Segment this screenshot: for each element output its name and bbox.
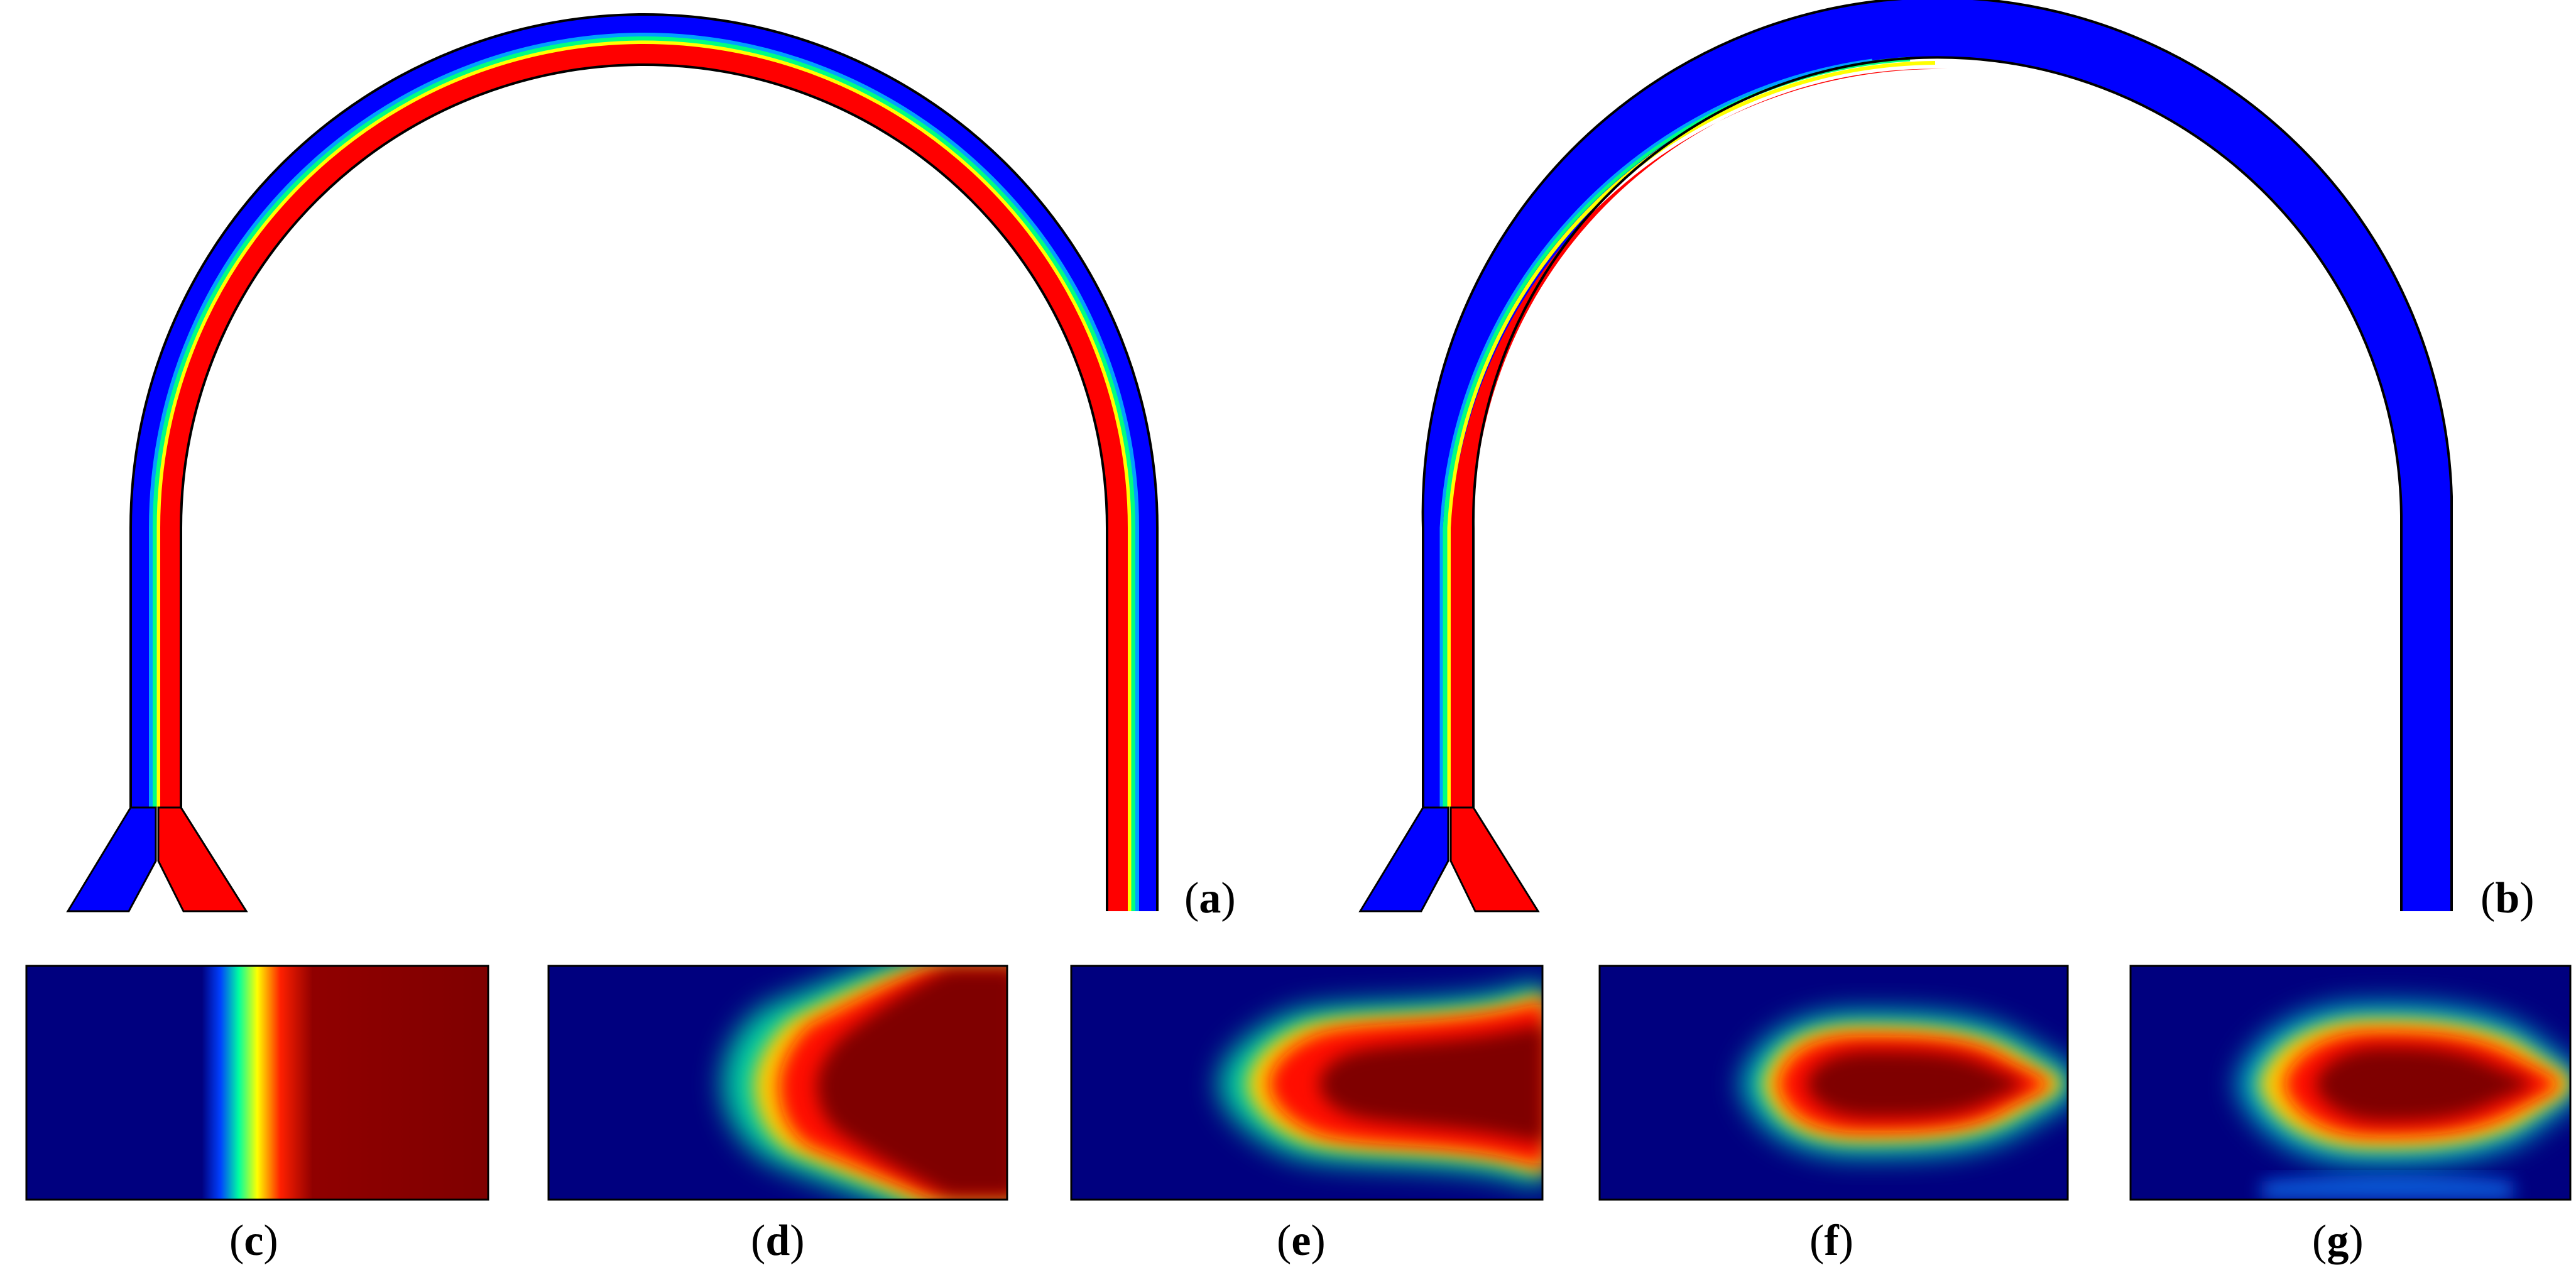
channel-b-interface-green (1443, 57, 1911, 808)
channel-b-interface-cyan (1439, 58, 1873, 808)
channel-b (1358, 0, 2453, 912)
channel-a-outer-blue (131, 14, 1157, 911)
inlet-b-red (1449, 806, 1540, 912)
inlet-b-blue (1358, 806, 1449, 912)
cross-section-d (547, 965, 1008, 1201)
label-g: (g) (2312, 1217, 2364, 1265)
inlet-a-red (157, 806, 248, 912)
label-c: (c) (229, 1217, 278, 1265)
channel-a (66, 13, 1159, 912)
label-e: (e) (1277, 1217, 1326, 1265)
channel-b-interface-yellow (1447, 61, 1936, 808)
cross-section-f (1598, 965, 2069, 1201)
channel-b-outline (1421, 0, 2453, 911)
channel-b-blue (1422, 0, 2452, 911)
cross-section-g (2129, 965, 2572, 1201)
label-a: (a) (1184, 874, 1236, 923)
channel-a-interface-cyan (149, 33, 1139, 911)
cross-section-e (1070, 965, 1544, 1201)
channel-a-interface-yellow (156, 40, 1132, 911)
label-f: (f) (1809, 1217, 1853, 1265)
inlet-a-blue (66, 806, 157, 912)
channel-b-red (1450, 68, 1948, 808)
label-b: (b) (2480, 874, 2535, 923)
channel-a-outline (129, 13, 1159, 911)
cross-section-c (25, 965, 489, 1201)
channel-a-interface-green (152, 36, 1136, 911)
label-d: (d) (751, 1217, 805, 1265)
